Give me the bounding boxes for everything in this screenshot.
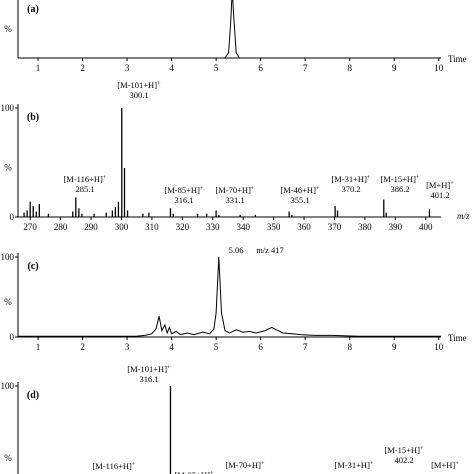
trace-line	[18, 0, 441, 59]
y-axis-label: %	[4, 297, 12, 307]
x-tick-label: 4	[169, 63, 174, 73]
ion-label: [M-31+H]+	[331, 174, 370, 184]
ion-label: [M-101+H]+	[117, 80, 161, 90]
mz-value: 285.1	[75, 184, 94, 194]
y-axis-label: %	[4, 453, 12, 463]
x-tick-label: 7	[303, 342, 308, 352]
y-tick-label: 100	[1, 381, 15, 391]
x-tick-label: 330	[206, 222, 220, 232]
panel-b-mass-spectrum: 0 100% 270 280 290 300 310 320 330 340 350 360 370 38…	[1, 80, 471, 232]
x-tick-label: 8	[347, 342, 352, 352]
x-tick-label: 2	[80, 342, 85, 352]
ion-label: [M-85+H]+	[174, 470, 213, 474]
mz-value: 355.1	[290, 195, 309, 205]
mz-value: 402.2	[394, 455, 413, 465]
ion-label: [M-70+H]+	[225, 460, 264, 470]
mz-value: 300.1	[129, 90, 148, 100]
ion-label: [M-85+H]+	[164, 185, 203, 195]
x-tick-label: 10	[434, 342, 444, 352]
x-tick-label: 280	[54, 222, 68, 232]
x-tick-label: 340	[236, 222, 250, 232]
x-tick-label: 9	[392, 342, 397, 352]
x-axis-label: Time	[448, 54, 467, 64]
peak-time-label: 5.06	[229, 245, 244, 255]
x-tick-label: 4	[169, 342, 174, 352]
mz-value: 401.2	[430, 190, 449, 200]
x-tick-label: 270	[23, 222, 37, 232]
x-tick-label: 290	[84, 222, 98, 232]
ion-label: [M+H]+	[431, 460, 459, 470]
ion-label: [M-15+H]+	[384, 445, 423, 455]
mz-value: 370.2	[341, 184, 360, 194]
x-tick-label: 5	[214, 342, 219, 352]
panel-a-chromatogram: % 1 2 3 4 5 6 7 8 9 10 Time (a)	[4, 0, 467, 73]
x-tick-label: 8	[347, 63, 352, 73]
mz-value: 386.2	[390, 184, 409, 194]
x-tick-label: 310	[145, 222, 159, 232]
ion-label: [M-70+H]+	[215, 185, 254, 195]
x-tick-label: 400	[419, 222, 433, 232]
x-axis-label: Time	[448, 333, 467, 343]
mz-value: 316.1	[174, 195, 193, 205]
panel-c-chromatogram: 0 100% 1 2 3 4 5 6 7 8 9 10 Time (c) 5.06 m/z 417	[1, 245, 467, 352]
x-tick-label: 7	[303, 63, 308, 73]
x-tick-label: 5	[214, 63, 219, 73]
panel-label: (c)	[27, 261, 38, 272]
x-tick-label: 1	[36, 63, 41, 73]
y-tick-label: 0	[10, 332, 15, 342]
panel-label: (a)	[27, 4, 39, 15]
x-tick-label: 1	[36, 342, 41, 352]
x-tick-label: 360	[297, 222, 311, 232]
x-tick-label: 10	[434, 63, 444, 73]
y-tick-label: 100	[1, 252, 15, 262]
panel-label: (b)	[27, 112, 39, 123]
x-tick-label: 6	[258, 342, 263, 352]
x-tick-label: 2	[80, 63, 85, 73]
x-tick-label: 380	[358, 222, 372, 232]
ion-label: [M-116+H]+	[63, 174, 106, 184]
ion-label: [M-116+H]+	[92, 461, 135, 471]
y-tick-label: 0	[10, 212, 15, 222]
x-tick-label: 6	[258, 63, 263, 73]
trace-line	[18, 256, 441, 337]
x-tick-label: 370	[328, 222, 342, 232]
mz-value: 331.1	[225, 195, 244, 205]
x-tick-label: 3	[125, 63, 130, 73]
x-tick-label: 300	[115, 222, 129, 232]
x-tick-label: 9	[392, 63, 397, 73]
ion-label: [M-101+H]+	[127, 364, 171, 374]
ion-label: [M-15+H]+	[380, 174, 419, 184]
ion-label: [M-31+H]+	[334, 460, 373, 470]
x-tick-label: 3	[125, 342, 130, 352]
ion-label: [M+H]+	[426, 180, 454, 190]
ion-label: [M-46+H]+	[280, 185, 319, 195]
x-tick-label: 320	[176, 222, 190, 232]
y-tick-label: 100	[1, 103, 15, 113]
panel-d-mass-spectrum: 100% (d) [M-101+H]+316.1 [M-116+H]+ [M-85+H]…	[1, 364, 459, 474]
y-axis-label: %	[4, 163, 12, 173]
x-tick-label: 350	[267, 222, 281, 232]
y-axis-label: %	[4, 24, 12, 34]
mz-value: 316.1	[139, 374, 158, 384]
x-tick-label: 390	[389, 222, 403, 232]
x-axis-label: m/z	[457, 211, 470, 221]
panel-label: (d)	[27, 390, 39, 401]
trace-label: m/z 417	[256, 245, 284, 255]
